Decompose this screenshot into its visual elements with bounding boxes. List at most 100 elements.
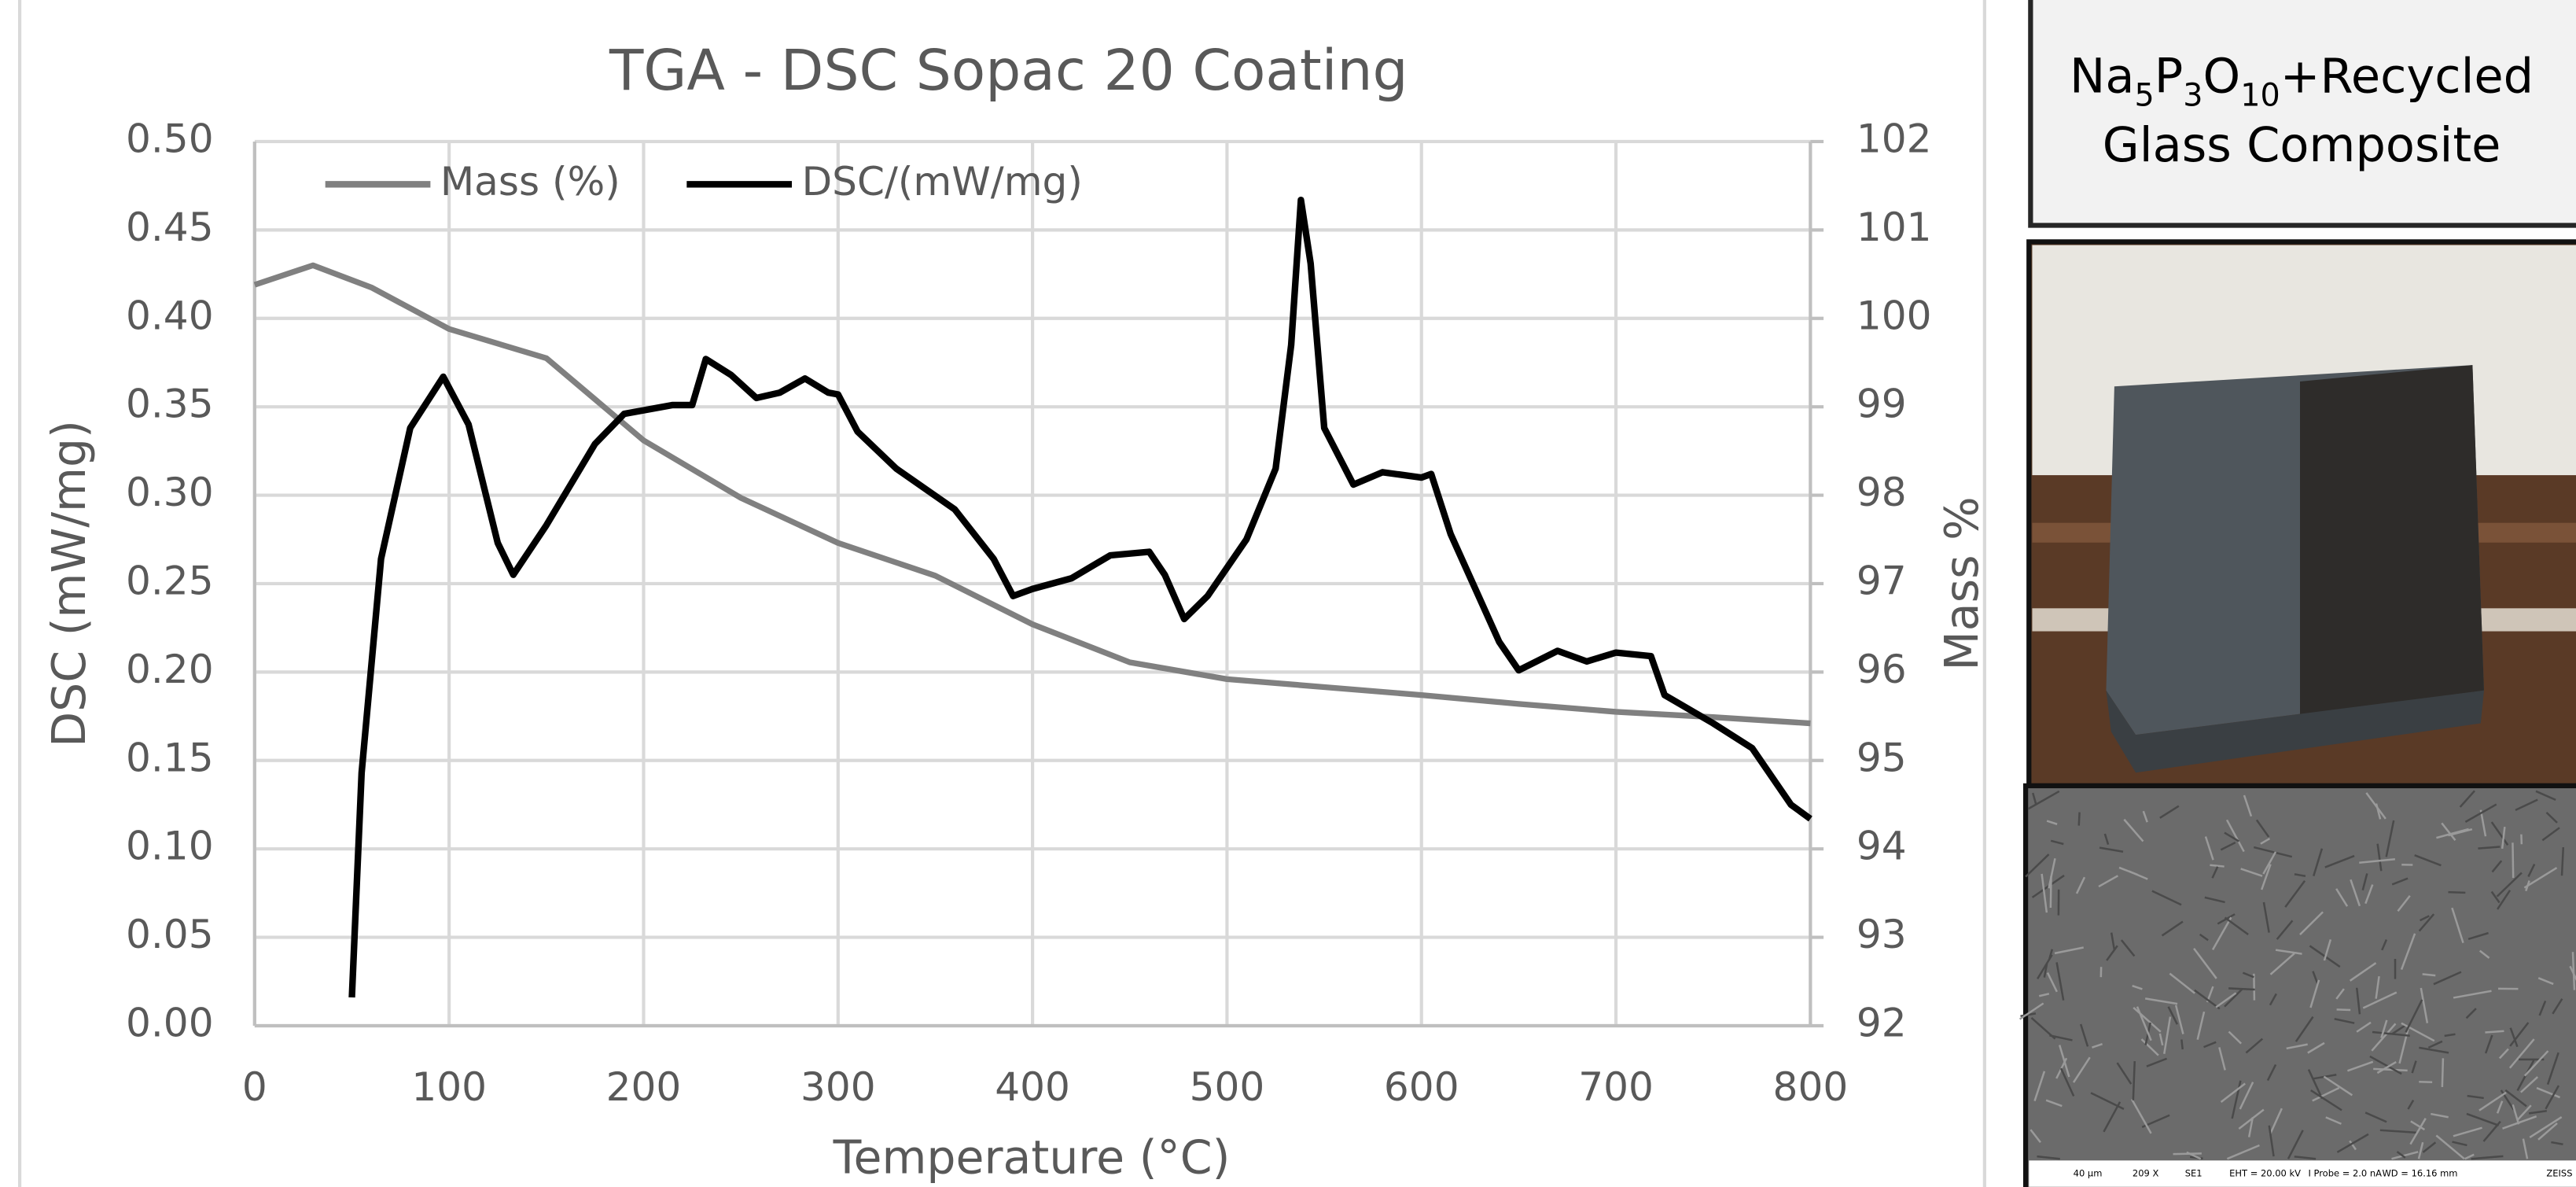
sem-info-text: ZEISS — [2546, 1168, 2572, 1179]
sem-texture — [2349, 1140, 2357, 1151]
label-part: 3 — [2183, 77, 2202, 113]
sem-texture — [2459, 790, 2476, 808]
y2-tick-label: 97 — [1857, 557, 1907, 603]
sem-texture — [2371, 1023, 2397, 1052]
sem-texture — [2349, 962, 2377, 982]
sem-texture — [2294, 1016, 2314, 1042]
y2-tick-label: 94 — [1857, 823, 1907, 869]
sem-texture — [2312, 1086, 2340, 1102]
sem-texture — [2228, 987, 2255, 991]
sem-texture — [2537, 977, 2554, 986]
sem-texture — [2072, 1056, 2091, 1083]
sem-texture — [2336, 1133, 2369, 1153]
y2-tick-label: 92 — [1857, 999, 1907, 1045]
sem-info-text: I Probe = 2.0 nA — [2308, 1168, 2382, 1179]
label-part: O — [2203, 49, 2241, 104]
label-part: 10 — [2240, 77, 2280, 113]
sem-texture — [2441, 822, 2456, 841]
sem-texture — [2571, 952, 2576, 990]
sem-texture — [2110, 932, 2116, 951]
sem-texture — [2375, 975, 2380, 999]
sem-texture — [2269, 953, 2295, 975]
y-tick-label: 0.45 — [126, 204, 214, 250]
sem-texture — [2391, 1023, 2407, 1035]
y-tick-label: 0.35 — [126, 381, 214, 427]
sem-texture — [2359, 857, 2396, 864]
y-tick-label: 0.50 — [126, 115, 214, 161]
sem-texture — [2045, 1099, 2063, 1108]
sem-texture — [2422, 973, 2436, 977]
sem-texture — [2509, 1022, 2530, 1047]
sem-texture — [2401, 1022, 2435, 1042]
sem-texture — [2092, 1042, 2103, 1049]
x-tick-label: 800 — [1773, 1064, 1849, 1110]
sem-texture — [2220, 841, 2236, 851]
y-tick-label: 0.40 — [126, 292, 214, 338]
sem-texture — [2396, 1151, 2406, 1159]
sem-texture — [2490, 821, 2509, 846]
y-tick-label: 0.05 — [126, 911, 214, 957]
sem-texture — [2116, 1062, 2133, 1085]
sem-texture — [2364, 884, 2374, 905]
sem-texture — [2262, 901, 2270, 933]
sem-texture — [2307, 1041, 2325, 1054]
y2-tick-label: 101 — [1857, 204, 1932, 250]
sem-texture — [2376, 843, 2383, 872]
sem-texture — [2106, 945, 2118, 961]
y-tick-label: 0.15 — [126, 734, 214, 780]
sem-texture — [2431, 1112, 2449, 1119]
sem-texture — [2307, 1069, 2324, 1100]
sem-texture — [2364, 1111, 2387, 1123]
sem-texture — [2294, 1156, 2317, 1160]
sem-texture — [2400, 933, 2416, 971]
y-tick-label: 0.20 — [126, 646, 214, 692]
sem-texture — [2479, 809, 2487, 837]
sem-texture — [2498, 1048, 2509, 1060]
x-tick-label: 500 — [1190, 1064, 1265, 1110]
sem-texture — [2414, 854, 2442, 867]
sem-texture — [2323, 939, 2332, 961]
sem-texture — [2136, 1006, 2152, 1041]
sem-texture — [2535, 790, 2556, 802]
x-tick-label: 0 — [242, 1064, 267, 1110]
sem-texture — [2398, 1027, 2410, 1064]
y2-tick-label: 93 — [1857, 911, 1907, 957]
sem-texture — [2037, 954, 2053, 980]
sem-texture — [2224, 988, 2243, 1008]
sem-texture — [2310, 1089, 2342, 1111]
y2-tick-label: 99 — [1857, 381, 1907, 427]
sem-texture — [2545, 811, 2558, 824]
sem-texture — [2077, 812, 2081, 826]
sem-texture — [2037, 1155, 2060, 1160]
sem-texture — [2242, 971, 2254, 979]
sem-texture — [2211, 916, 2232, 951]
sem-texture — [2123, 818, 2144, 842]
sem-texture — [2140, 1038, 2159, 1056]
sem-texture — [2130, 1098, 2152, 1134]
sem-texture — [2262, 851, 2277, 875]
sem-texture — [2346, 1060, 2374, 1072]
sem-texture — [2090, 1092, 2125, 1110]
sem-texture — [2335, 988, 2345, 1000]
sem-info-text: WD = 16.16 mm — [2382, 1168, 2457, 1179]
label-box — [2028, 0, 2576, 228]
sem-texture — [2529, 1116, 2563, 1138]
sem-texture — [2496, 872, 2523, 898]
sem-texture — [2144, 997, 2178, 1005]
sem-texture — [2355, 987, 2361, 1015]
sem-texture — [2538, 1000, 2547, 1016]
x-tick-label: 200 — [606, 1064, 682, 1110]
sem-texture — [2226, 1144, 2260, 1160]
sem-texture — [2485, 1030, 2504, 1034]
sem-texture — [2545, 1085, 2560, 1110]
y2-tick-label: 98 — [1857, 469, 1907, 515]
sem-texture — [2132, 985, 2143, 990]
sem-texture — [2336, 1008, 2351, 1012]
sem-texture — [2466, 1112, 2500, 1126]
sem-image — [2018, 783, 2576, 1187]
sem-texture — [2427, 1040, 2443, 1049]
sem-texture — [2433, 971, 2462, 986]
sem-texture — [2161, 920, 2184, 937]
sem-texture — [2350, 879, 2361, 907]
sem-texture — [2043, 963, 2048, 978]
